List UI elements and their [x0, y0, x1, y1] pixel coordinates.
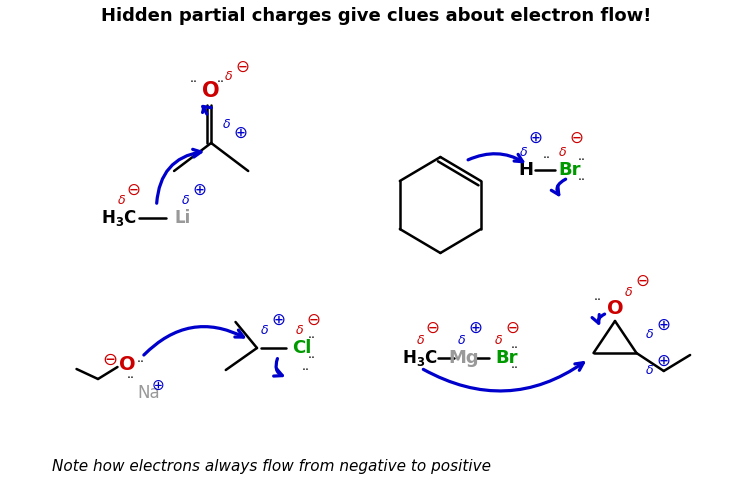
- Text: Note how electrons always flow from negative to positive: Note how electrons always flow from nega…: [52, 459, 491, 473]
- Text: ⊖: ⊖: [307, 311, 321, 329]
- Text: ⋅⋅: ⋅⋅: [593, 294, 601, 307]
- Text: ⊕: ⊕: [468, 319, 482, 337]
- Text: δ: δ: [182, 194, 189, 206]
- Text: ⋅⋅: ⋅⋅: [308, 331, 316, 345]
- Text: δ: δ: [625, 286, 633, 300]
- Text: δ: δ: [495, 333, 503, 346]
- Text: O: O: [119, 355, 136, 374]
- Text: ⋅⋅: ⋅⋅: [578, 174, 586, 186]
- Text: ⊕: ⊕: [272, 311, 286, 329]
- Text: ⋅⋅: ⋅⋅: [308, 351, 316, 365]
- Text: ⊖: ⊖: [236, 58, 250, 76]
- Text: ⊕: ⊕: [528, 129, 542, 147]
- Text: ⋅⋅: ⋅⋅: [542, 151, 550, 164]
- Text: ⊖: ⊖: [102, 351, 117, 369]
- Text: δ: δ: [296, 324, 304, 337]
- Text: ⊖: ⊖: [126, 181, 140, 199]
- Text: ⋅⋅: ⋅⋅: [189, 77, 197, 89]
- Text: Na: Na: [137, 384, 159, 402]
- Text: δ: δ: [647, 328, 654, 342]
- Text: δ: δ: [223, 119, 230, 131]
- Text: $\mathbf{H_3C}$: $\mathbf{H_3C}$: [101, 208, 137, 228]
- Text: ⋅⋅: ⋅⋅: [127, 372, 135, 386]
- Text: δ: δ: [117, 194, 126, 206]
- Text: Br: Br: [559, 161, 581, 179]
- Text: δ: δ: [261, 324, 269, 337]
- Text: Mg: Mg: [448, 349, 479, 367]
- Text: O: O: [203, 81, 220, 101]
- Text: ⊕: ⊕: [152, 378, 165, 392]
- Text: O: O: [607, 300, 623, 319]
- Text: δ: δ: [559, 145, 566, 159]
- Text: $\mathbf{H_3C}$: $\mathbf{H_3C}$: [401, 348, 437, 368]
- Text: ⊖: ⊖: [426, 319, 440, 337]
- Text: ⊖: ⊖: [506, 319, 520, 337]
- Text: δ: δ: [458, 333, 465, 346]
- Text: ⊖: ⊖: [569, 129, 583, 147]
- Text: ⋅⋅: ⋅⋅: [137, 357, 145, 369]
- Text: ⋅⋅: ⋅⋅: [511, 342, 518, 354]
- Text: ⋅⋅: ⋅⋅: [302, 364, 310, 377]
- Text: Li: Li: [174, 209, 190, 227]
- Text: δ: δ: [225, 70, 233, 83]
- Text: δ: δ: [520, 145, 527, 159]
- Text: ⊕: ⊕: [657, 316, 671, 334]
- Text: ⊕: ⊕: [657, 352, 671, 370]
- Text: ⊕: ⊕: [233, 124, 247, 142]
- Text: ⋅⋅: ⋅⋅: [217, 77, 225, 89]
- Text: ⊕: ⊕: [192, 181, 206, 199]
- Text: Br: Br: [495, 349, 517, 367]
- Text: ⋅⋅: ⋅⋅: [511, 362, 518, 374]
- Text: ⋅⋅: ⋅⋅: [578, 154, 586, 166]
- Text: Hidden partial charges give clues about electron flow!: Hidden partial charges give clues about …: [101, 7, 651, 25]
- Text: ⊖: ⊖: [636, 272, 650, 290]
- Text: δ: δ: [647, 365, 654, 378]
- Text: δ: δ: [417, 333, 425, 346]
- Text: H: H: [518, 161, 533, 179]
- Text: Cl: Cl: [292, 339, 311, 357]
